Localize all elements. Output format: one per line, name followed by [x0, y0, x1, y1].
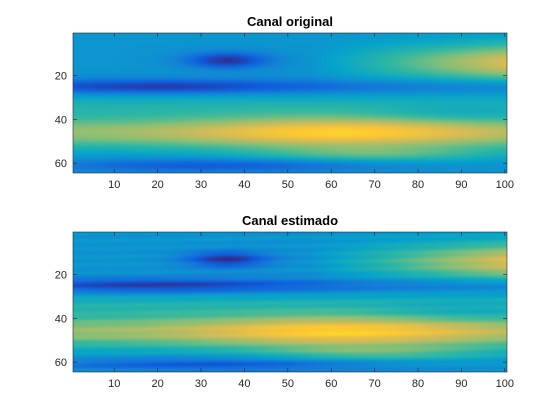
x-tick-label: 60 [325, 378, 337, 390]
x-tick-label: 20 [152, 378, 164, 390]
y-tick-label: 40 [55, 114, 67, 126]
x-tick-label: 80 [412, 378, 424, 390]
x-tick-label: 40 [238, 378, 250, 390]
x-tick-label: 90 [455, 378, 467, 390]
x-tick-label: 60 [325, 179, 337, 191]
y-tick-label: 60 [55, 357, 67, 369]
x-tick-label: 20 [152, 179, 164, 191]
heatmap-image [73, 33, 507, 173]
heatmap-image [73, 232, 507, 372]
x-tick-label: 10 [108, 179, 120, 191]
y-tick-label: 60 [55, 158, 67, 170]
y-tick-label: 20 [55, 270, 67, 282]
x-tick-label: 70 [369, 179, 381, 191]
x-tick-label: 50 [282, 378, 294, 390]
x-tick-label: 50 [282, 179, 294, 191]
axes-frame [72, 231, 508, 373]
chart-title: Canal original [247, 14, 333, 29]
x-tick-label: 10 [108, 378, 120, 390]
chart-canal-original: Canal original 10 20 30 40 50 60 70 80 90 100 20 40 6… [55, 14, 514, 191]
x-tick-label: 100 [496, 179, 514, 191]
y-tick-label: 20 [55, 71, 67, 83]
chart-canal-estimado: Canal estimado 10 20 30 40 50 60 70 80 90 100 20 40 6… [55, 213, 514, 390]
x-tick-label: 80 [412, 179, 424, 191]
x-tick-label: 30 [195, 378, 207, 390]
x-tick-label: 70 [369, 378, 381, 390]
x-tick-label: 100 [496, 378, 514, 390]
axes-frame [72, 32, 508, 174]
x-tick-label: 40 [238, 179, 250, 191]
y-tick-label: 40 [55, 313, 67, 325]
chart-title: Canal estimado [242, 213, 338, 228]
x-tick-label: 90 [455, 179, 467, 191]
x-tick-label: 30 [195, 179, 207, 191]
